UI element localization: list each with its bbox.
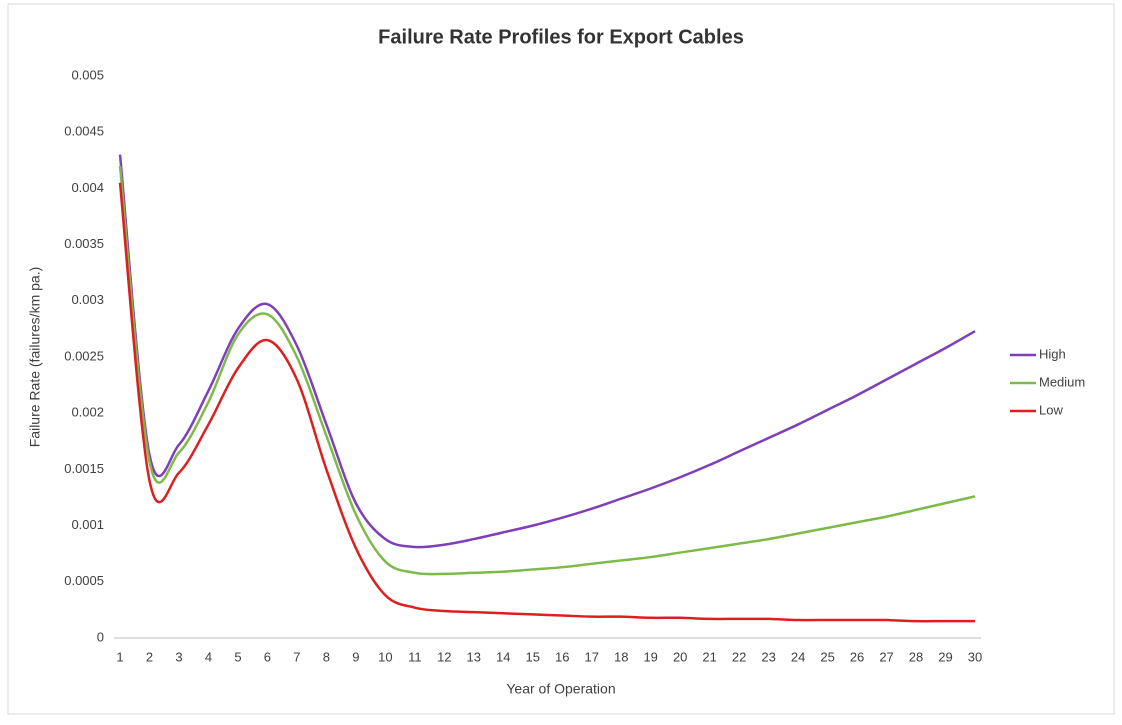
y-tick-label: 0.002 <box>71 405 104 420</box>
y-tick-label: 0.004 <box>71 180 104 195</box>
x-tick-label: 6 <box>264 649 271 664</box>
x-tick-label: 21 <box>702 649 716 664</box>
y-tick-label: 0.001 <box>71 517 104 532</box>
chart-title: Failure Rate Profiles for Export Cables <box>378 26 744 48</box>
x-tick-label: 17 <box>584 649 598 664</box>
x-tick-label: 29 <box>938 649 952 664</box>
series-line <box>118 182 975 623</box>
y-tick-label: 0 <box>97 629 104 644</box>
y-tick-label: 0.0035 <box>64 236 104 251</box>
x-tick-label: 15 <box>526 649 540 664</box>
x-tick-label: 2 <box>146 649 153 664</box>
x-tick-label: 13 <box>467 649 481 664</box>
x-tick-label: 8 <box>323 649 330 664</box>
x-tick-label: 3 <box>175 649 182 664</box>
x-tick-label: 5 <box>234 649 241 664</box>
x-tick-label: 19 <box>643 649 657 664</box>
x-tick-label: 22 <box>732 649 746 664</box>
x-tick-label: 23 <box>761 649 775 664</box>
series-line <box>118 154 976 549</box>
x-tick-label: 24 <box>791 649 805 664</box>
x-tick-label: 25 <box>820 649 834 664</box>
x-axis-title: Year of Operation <box>506 681 615 697</box>
y-tick-label: 0.005 <box>71 67 104 82</box>
x-tick-label: 1 <box>116 649 123 664</box>
x-tick-label: 16 <box>555 649 569 664</box>
x-tick-label: 27 <box>879 649 893 664</box>
x-tick-label: 30 <box>968 649 982 664</box>
x-tick-label: 14 <box>496 649 510 664</box>
y-tick-label: 0.0015 <box>64 461 104 476</box>
x-tick-label: 7 <box>293 649 300 664</box>
legend-label: Low <box>1039 402 1063 417</box>
series-line <box>118 165 976 576</box>
x-tick-label: 12 <box>437 649 451 664</box>
x-tick-label: 18 <box>614 649 628 664</box>
y-axis-title: Failure Rate (failures/km pa.) <box>27 267 43 448</box>
x-tick-label: 11 <box>408 649 422 664</box>
x-tick-label: 4 <box>205 649 212 664</box>
y-tick-label: 0.0005 <box>64 573 104 588</box>
x-tick-label: 9 <box>352 649 359 664</box>
legend-label: High <box>1039 346 1066 361</box>
legend-label: Medium <box>1039 374 1085 389</box>
x-tick-label: 10 <box>378 649 392 664</box>
x-tick-label: 26 <box>850 649 864 664</box>
x-tick-label: 20 <box>673 649 687 664</box>
y-tick-label: 0.003 <box>71 292 104 307</box>
y-tick-label: 0.0045 <box>64 124 104 139</box>
x-tick-label: 28 <box>909 649 923 664</box>
chart-border <box>7 3 1115 715</box>
y-tick-label: 0.0025 <box>64 348 104 363</box>
